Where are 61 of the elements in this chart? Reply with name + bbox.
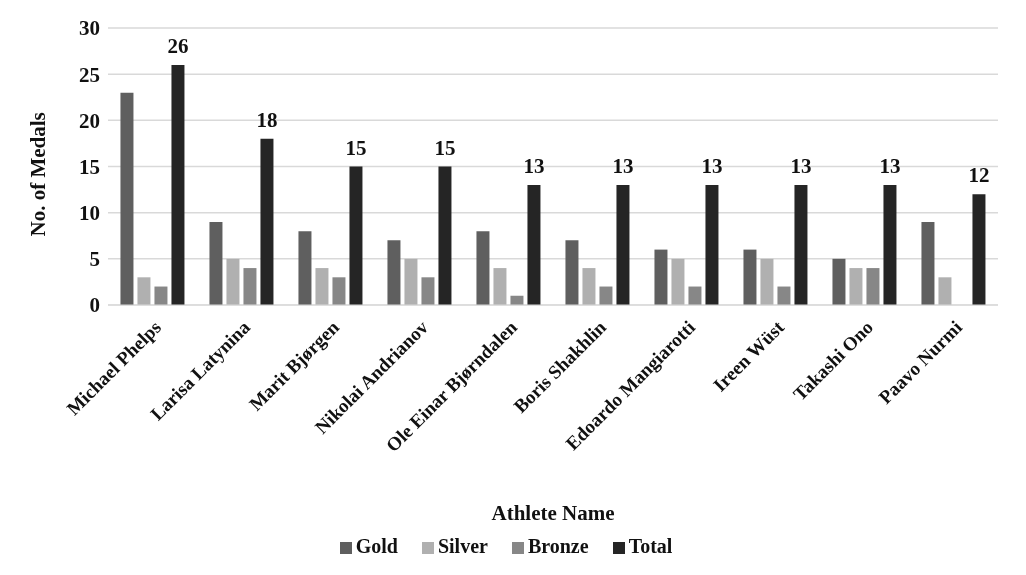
- y-tick-label: 10: [79, 201, 100, 226]
- bar: [315, 268, 329, 305]
- legend-label: Bronze: [527, 535, 589, 557]
- bar: [582, 268, 596, 305]
- bar: [298, 231, 312, 305]
- bar: [760, 258, 774, 305]
- bar: [404, 258, 418, 305]
- bar: [743, 249, 757, 305]
- bar: [476, 231, 490, 305]
- y-axis-title: No. of Medals: [26, 112, 51, 237]
- bar: [777, 286, 791, 305]
- y-tick-label: 0: [89, 293, 100, 318]
- y-tick-label: 20: [79, 108, 100, 133]
- data-label: 13: [701, 153, 723, 178]
- bar: [438, 166, 452, 305]
- bar: [243, 268, 257, 305]
- data-label: 13: [879, 153, 901, 178]
- bar: [705, 184, 719, 305]
- data-label: 12: [968, 163, 990, 188]
- bar: [938, 277, 952, 305]
- legend-label: Silver: [437, 535, 488, 557]
- bar: [154, 286, 168, 305]
- data-label: 13: [523, 153, 545, 178]
- bar: [387, 240, 401, 305]
- bar: [671, 258, 685, 305]
- data-label: 13: [612, 153, 634, 178]
- data-label: 18: [256, 107, 278, 132]
- x-axis-title: Athlete Name: [491, 501, 615, 525]
- bar: [972, 194, 986, 305]
- bar: [832, 258, 846, 305]
- bar: [260, 138, 274, 305]
- bar: [883, 184, 897, 305]
- bar: [137, 277, 151, 305]
- y-tick-label: 15: [79, 154, 100, 179]
- bar: [349, 166, 363, 305]
- legend-label: Total: [628, 535, 673, 557]
- bar: [616, 184, 630, 305]
- bar: [332, 277, 346, 305]
- bar: [226, 258, 240, 305]
- data-label: 15: [434, 135, 456, 160]
- y-tick-label: 25: [79, 62, 100, 87]
- bar: [599, 286, 613, 305]
- bar: [209, 221, 223, 305]
- data-label: 26: [167, 33, 189, 58]
- data-label: 13: [790, 153, 812, 178]
- bar: [171, 64, 185, 305]
- bar: [849, 268, 863, 305]
- legend-label: Gold: [355, 535, 398, 557]
- bar: [866, 268, 880, 305]
- bar: [565, 240, 579, 305]
- bar: [794, 184, 808, 305]
- bar: [688, 286, 702, 305]
- data-label: 15: [345, 135, 367, 160]
- y-tick-label: 30: [79, 16, 100, 41]
- bar: [421, 277, 435, 305]
- bar: [527, 184, 541, 305]
- bar: [493, 268, 507, 305]
- y-tick-label: 5: [89, 247, 100, 272]
- bar: [120, 92, 134, 305]
- bar: [654, 249, 668, 305]
- bar: [921, 221, 935, 305]
